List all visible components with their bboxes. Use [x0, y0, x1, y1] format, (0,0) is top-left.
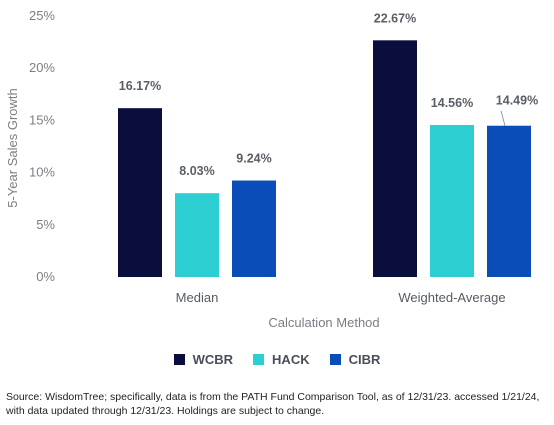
y-tick-label: 25%: [29, 8, 55, 23]
bar-cibr-weighted-average: [487, 125, 531, 278]
legend-label-hack: HACK: [272, 352, 310, 367]
bars-group: [118, 40, 531, 278]
legend-item-cibr: CIBR: [329, 352, 381, 367]
legend-swatch-wcbr: [173, 354, 185, 365]
legend: WCBR HACK CIBR: [0, 352, 554, 367]
data-label: 14.56%: [431, 96, 473, 110]
y-axis-title: 5-Year Sales Growth: [5, 88, 20, 207]
data-labels-group: 16.17% 8.03% 9.24% 22.67% 14.56% 14.49%: [119, 11, 538, 178]
y-axis-ticks: 0% 5% 10% 15% 20% 25%: [29, 8, 55, 284]
y-tick-label: 10%: [29, 165, 55, 180]
category-label: Weighted-Average: [398, 290, 505, 305]
leader-line: [500, 110, 506, 126]
y-tick-label: 0%: [36, 269, 55, 284]
data-label: 22.67%: [374, 11, 416, 25]
source-note: Source: WisdomTree; specifically, data i…: [6, 391, 540, 417]
bar-hack-weighted-average: [430, 124, 474, 278]
bar-chart: 5-Year Sales Growth Calculation Method 0…: [5, 8, 538, 330]
legend-label-cibr: CIBR: [348, 352, 381, 367]
legend-label-wcbr: WCBR: [192, 352, 234, 367]
y-tick-label: 15%: [29, 112, 55, 127]
category-labels-group: Median Weighted-Average: [176, 290, 506, 305]
legend-swatch-hack: [253, 354, 265, 365]
category-label: Median: [176, 290, 219, 305]
bar-hack-median: [175, 193, 219, 277]
y-tick-label: 20%: [29, 60, 55, 75]
data-label: 14.49%: [496, 94, 538, 108]
legend-swatch-cibr: [329, 354, 341, 365]
bar-wcbr-weighted-average: [373, 40, 417, 278]
legend-item-wcbr: WCBR: [173, 352, 234, 367]
legend-item-hack: HACK: [253, 352, 310, 367]
data-label: 8.03%: [179, 164, 214, 178]
y-tick-label: 5%: [36, 217, 55, 232]
bar-cibr-median: [232, 180, 276, 277]
data-label: 9.24%: [236, 152, 271, 166]
x-axis-title: Calculation Method: [268, 315, 379, 330]
data-label: 16.17%: [119, 79, 161, 93]
bar-wcbr-median: [118, 108, 162, 277]
